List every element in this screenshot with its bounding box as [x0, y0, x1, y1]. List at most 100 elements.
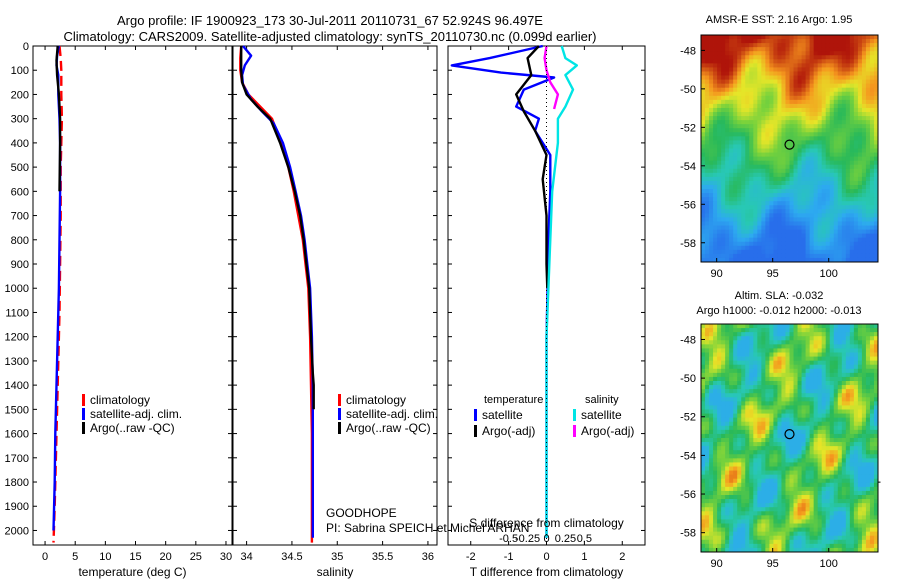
- sla-map-cell: [793, 429, 798, 435]
- sst-map-cell: [805, 99, 811, 105]
- sst-map-cell: [741, 209, 746, 214]
- sla-map-cell: [773, 474, 778, 480]
- sla-map-cell: [833, 340, 839, 345]
- sst-map-cell: [769, 144, 774, 149]
- sla-map-cell: [781, 328, 786, 333]
- sla-map-cell: [769, 511, 774, 516]
- sst-map-cell: [741, 249, 746, 255]
- sla-map-cell: [753, 458, 758, 463]
- sla-map-cell: [849, 376, 855, 382]
- sla-map-cell: [733, 348, 738, 353]
- sst-map-cell: [729, 136, 734, 141]
- sla-map-cell: [869, 421, 875, 427]
- sla-map-cell: [865, 324, 871, 329]
- sst-map-cell: [825, 156, 831, 162]
- sla-map-cell: [829, 527, 835, 533]
- sst-map-cell: [865, 184, 871, 190]
- sla-map-cell: [845, 413, 851, 419]
- sst-map-cell: [849, 189, 855, 194]
- sst-map-cell: [845, 136, 851, 141]
- sla-map-cell: [745, 364, 750, 370]
- sst-map-cell: [709, 164, 714, 170]
- sst-map-cell: [793, 201, 798, 206]
- sla-map-cell: [801, 527, 806, 533]
- sla-map-cell: [845, 507, 851, 512]
- sst-map-cell: [733, 176, 738, 182]
- sla-map-cell: [785, 527, 790, 533]
- sla-map-cell: [845, 515, 851, 520]
- sla-map-cell: [761, 433, 766, 439]
- sst-map-cell: [869, 189, 875, 194]
- sst-map-cell: [785, 193, 790, 198]
- sst-map-cell: [729, 152, 734, 157]
- sla-map-cell: [713, 519, 718, 524]
- sst-map-cell: [833, 51, 839, 56]
- difference-xlabel: T difference from climatology: [470, 565, 624, 579]
- sla-map-cell: [853, 511, 859, 516]
- sla-map-cell: [833, 393, 839, 398]
- sst-map-cell: [797, 257, 802, 263]
- sst-map-cell: [745, 140, 750, 145]
- sla-map-cell: [841, 368, 847, 374]
- sla-map-cell: [769, 381, 774, 386]
- sst-map-cell: [757, 71, 762, 76]
- sst-map-cell: [841, 245, 847, 251]
- sst-map-cell: [729, 51, 734, 56]
- sla-map-cell: [793, 409, 798, 414]
- sla-map-cell: [721, 417, 726, 423]
- depth-tick-label: 400: [11, 138, 29, 150]
- sla-map-cell: [757, 474, 762, 480]
- sst-map-cell: [745, 39, 750, 44]
- sla-map-cell: [829, 328, 835, 333]
- sst-map-cell: [729, 83, 734, 89]
- sla-map-cell: [861, 446, 867, 451]
- sst-map-cell: [793, 136, 798, 141]
- sst-map-cell: [817, 132, 823, 137]
- sla-map-cell: [709, 442, 714, 447]
- diff-legend-t-argo-label: Argo(-adj): [482, 424, 535, 438]
- sla-map-cell: [717, 409, 722, 414]
- sla-map-cell: [825, 490, 831, 496]
- sla-map-cell: [801, 360, 806, 366]
- difference-xtick-label: 1: [581, 551, 587, 563]
- sst-map-cell: [809, 55, 815, 60]
- sst-map-cell: [809, 83, 815, 89]
- sst-map-cell: [841, 241, 847, 247]
- sla-map-cell: [717, 397, 722, 402]
- sst-map-cell: [821, 107, 827, 113]
- sst-map-cell: [845, 257, 851, 263]
- sst-map-cell: [793, 59, 798, 64]
- sst-map-cell: [713, 209, 718, 214]
- sst-map-cell: [785, 156, 790, 162]
- sla-map-cell: [805, 515, 811, 520]
- sla-map-cell: [741, 376, 746, 382]
- sst-map-cell: [849, 148, 855, 153]
- sst-map-cell: [789, 257, 794, 263]
- sla-map-cell: [861, 352, 867, 357]
- depth-tick-label: 500: [11, 162, 29, 174]
- sla-map-cell: [813, 515, 819, 520]
- sla-map-cell: [837, 376, 843, 382]
- sla-map-cell: [761, 328, 766, 333]
- sla-map-cell: [733, 324, 738, 329]
- sst-map-cell: [801, 63, 806, 68]
- sst-map-cell: [837, 87, 843, 93]
- sst-map-cell: [733, 164, 738, 170]
- sst-map-cell: [837, 83, 843, 89]
- sla-map-cell: [825, 409, 831, 414]
- sst-map-cell: [753, 257, 758, 263]
- sst-map-cell: [841, 213, 847, 218]
- sst-map-cell: [737, 47, 742, 52]
- sla-map-cell: [789, 490, 794, 496]
- sst-map-cell: [845, 128, 851, 133]
- sla-map-cell: [793, 515, 798, 520]
- sst-map-cell: [721, 63, 726, 68]
- sla-map-cell: [805, 499, 811, 504]
- sst-map-cell: [805, 112, 811, 117]
- sst-map-cell: [825, 193, 831, 198]
- sst-map-cell: [733, 233, 738, 239]
- sst-map-cell: [721, 128, 726, 133]
- sla-map-cell: [833, 458, 839, 463]
- sla-map-cell: [869, 462, 875, 467]
- sla-map-cell: [717, 332, 722, 337]
